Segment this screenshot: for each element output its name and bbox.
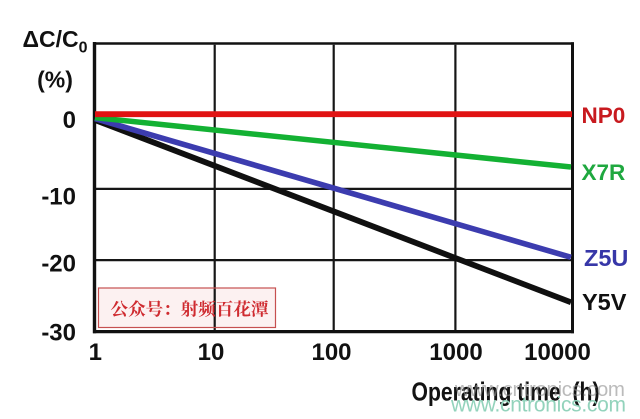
svg-text:100: 100 — [311, 339, 351, 366]
svg-text:10000: 10000 — [524, 339, 591, 366]
svg-text:Y5V: Y5V — [582, 289, 627, 315]
svg-text:-30: -30 — [41, 320, 76, 347]
svg-text:-10: -10 — [41, 184, 76, 211]
svg-text:X7R: X7R — [582, 160, 626, 185]
svg-text:1000: 1000 — [429, 339, 482, 366]
svg-text:10: 10 — [198, 339, 225, 366]
svg-text:-20: -20 — [41, 251, 76, 278]
svg-text:Operating time (h): Operating time (h) — [412, 377, 600, 407]
svg-text:www.cntronics.com: www.cntronics.com — [450, 394, 626, 417]
svg-text:1: 1 — [89, 339, 102, 366]
svg-text:(%): (%) — [37, 67, 73, 93]
svg-text:ΔC/C0: ΔC/C0 — [23, 26, 88, 57]
svg-text:Z5U: Z5U — [584, 245, 628, 271]
svg-text:NP0: NP0 — [582, 103, 626, 128]
svg-text:www.cntronics.com: www.cntronics.com — [454, 378, 625, 401]
svg-text:0: 0 — [63, 107, 76, 134]
